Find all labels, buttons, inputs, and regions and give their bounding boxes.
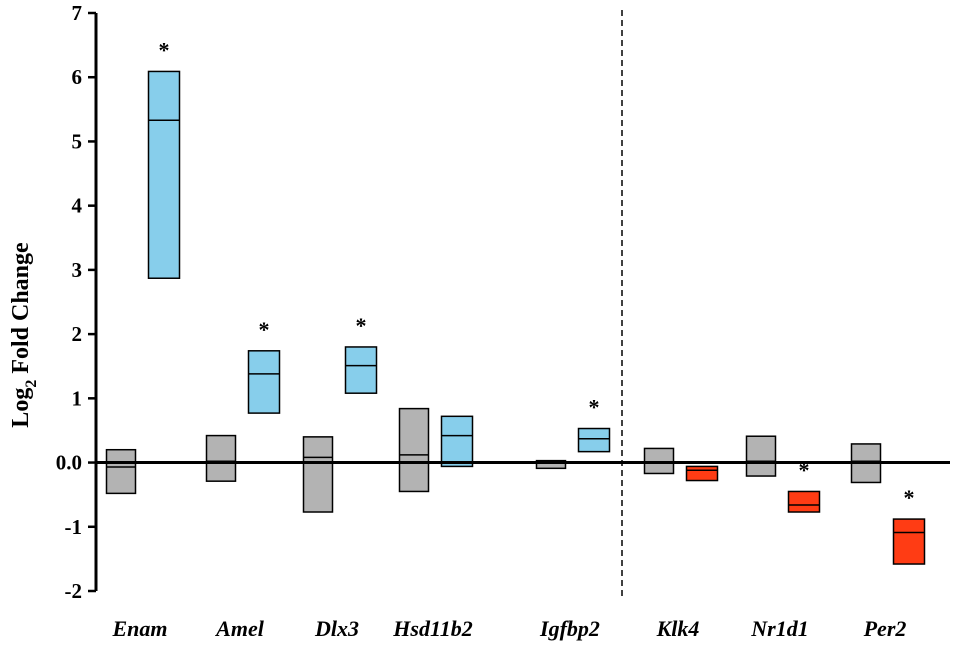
category-label-klk4: Klk4 — [656, 616, 700, 641]
category-label-dlx3: Dlx3 — [314, 616, 359, 641]
treated-enam-box — [147, 70, 181, 279]
category-label-per2: Per2 — [863, 616, 907, 641]
category-label-enam: Enam — [111, 616, 167, 641]
control-klk4-box — [643, 447, 675, 475]
treated-amel-significance-marker: * — [259, 317, 270, 342]
y-tick-label-6: 1 — [72, 386, 83, 410]
treated-per2-box — [892, 518, 926, 565]
control-igfbp2-box — [535, 459, 567, 470]
treated-amel-box — [247, 350, 281, 414]
treated-dlx3-box — [344, 346, 378, 394]
category-label-igfbp2: Igfbp2 — [539, 616, 600, 641]
treated-dlx3-significance-marker: * — [356, 313, 367, 338]
treated-nr1d1-box — [787, 490, 821, 513]
y-axis-title-main: Log — [8, 388, 34, 428]
control-amel-box — [205, 434, 237, 482]
control-enam-box — [105, 448, 137, 495]
treated-enam-significance-marker: * — [159, 37, 170, 62]
treated-igfbp2-significance-marker: * — [589, 395, 600, 420]
control-dlx3-box — [302, 436, 334, 513]
control-hsd11b2-box — [398, 407, 430, 493]
category-label-hsd11b2: Hsd11b2 — [392, 616, 472, 641]
y-axis-title: Log2 Fold Change — [8, 242, 40, 428]
y-tick-label-3: 4 — [72, 194, 83, 218]
y-axis-title-rest: Fold Change — [8, 242, 34, 380]
chart-marks: 7 6 5 4 3 2 1 0.0 -1 -2 * * * * * * Enam Amel Dlx3 Hsd11b2 I… — [56, 1, 950, 641]
treated-hsd11b2-box — [440, 415, 474, 468]
y-tick-label-1: 6 — [72, 65, 83, 89]
control-nr1d1-box — [745, 435, 777, 477]
y-tick-label-9: -2 — [65, 579, 83, 603]
treated-per2-significance-marker: * — [904, 485, 915, 510]
y-tick-label-4: 3 — [72, 258, 83, 282]
y-tick-label-2: 5 — [72, 129, 83, 153]
y-tick-label-0: 7 — [72, 1, 83, 25]
y-tick-label-7: 0.0 — [56, 451, 82, 475]
category-label-nr1d1: Nr1d1 — [750, 616, 808, 641]
treated-klk4-box — [685, 465, 719, 482]
treated-igfbp2-box — [577, 427, 611, 453]
y-tick-label-8: -1 — [65, 515, 83, 539]
y-tick-label-5: 2 — [72, 322, 83, 346]
category-label-amel: Amel — [214, 616, 265, 641]
y-axis-title-subscript: 2 — [23, 380, 40, 388]
treated-nr1d1-significance-marker: * — [799, 457, 810, 482]
